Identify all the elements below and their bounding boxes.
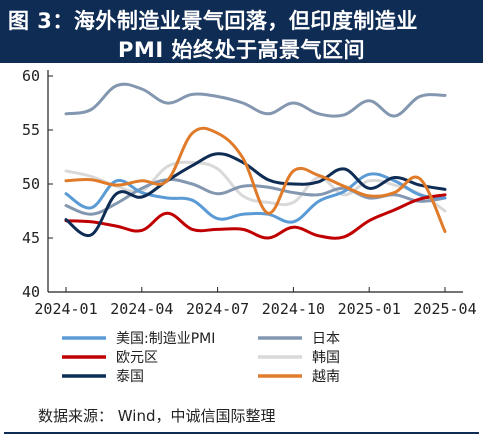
chart-lines [64, 82, 447, 240]
x-tick-label: 2024-04 [110, 300, 173, 318]
chart-ticks: 40 45 50 55 60 2024-01 2024-04 2024-07 2024-10 20… [22, 67, 477, 318]
y-tick-label: 50 [22, 175, 40, 193]
legend-label: 泰国 [116, 369, 144, 385]
x-tick-label: 2024-07 [186, 300, 249, 318]
x-tick-label: 2025-01 [338, 300, 401, 318]
series-line-3 [64, 160, 447, 213]
legend-label: 韩国 [312, 350, 340, 366]
legend-label: 越南 [312, 369, 340, 385]
y-tick-label: 60 [22, 67, 40, 85]
y-tick-label: 45 [22, 229, 40, 247]
legend-label: 美国:制造业PMI [116, 331, 215, 347]
x-tick-label: 2024-01 [34, 300, 97, 318]
series-line-4 [64, 152, 447, 238]
y-tick-label: 40 [22, 283, 40, 301]
series-line-6 [64, 82, 447, 118]
pmi-line-chart: 40 45 50 55 60 2024-01 2024-04 2024-07 2024-10 20… [22, 67, 477, 385]
legend-label: 日本 [312, 331, 340, 347]
series-line-5 [64, 126, 447, 233]
source-note: 数据来源： Wind，中诚信国际整理 [38, 407, 276, 425]
chart-title-line2: PMI 始终处于高景气区间 [118, 38, 365, 62]
legend-label: 欧元区 [116, 350, 158, 366]
series-line-2 [64, 193, 447, 240]
x-tick-label: 2025-04 [413, 300, 476, 318]
x-tick-label: 2024-10 [262, 300, 325, 318]
chart-axes [47, 70, 463, 293]
title-bar: 图 3：海外制造业景气回落，但印度制造业 PMI 始终处于高景气区间 [0, 0, 483, 63]
chart-title-line1: 图 3：海外制造业景气回落，但印度制造业 [8, 9, 418, 33]
y-tick-label: 55 [22, 121, 40, 139]
bottom-divider [4, 432, 479, 434]
